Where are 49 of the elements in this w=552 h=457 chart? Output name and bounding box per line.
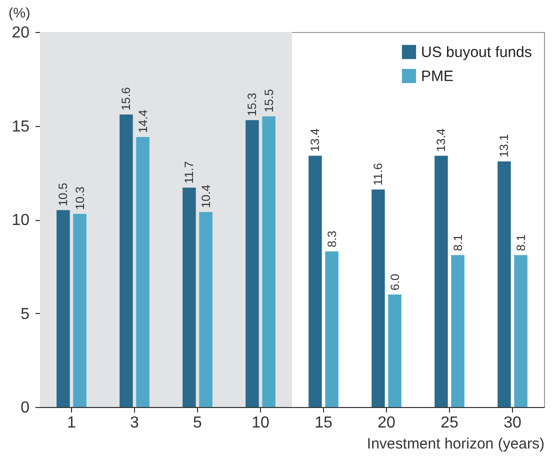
data-label: 13.4 [434,128,448,152]
bar [73,214,86,407]
legend-label: US buyout funds [421,44,532,61]
data-label: 10.4 [198,184,213,208]
y-tick-label: 0 [20,400,30,416]
bar [498,161,511,407]
y-tick-label: 5 [20,306,30,323]
data-label: 11.7 [182,160,196,184]
data-label: 15.3 [245,92,260,116]
x-tick-label: 25 [440,414,458,432]
legend-label: PME [421,68,454,85]
y-tick-label: 10 [12,212,30,229]
x-tick-label: 30 [504,414,522,432]
x-tick-label: 1 [67,414,76,432]
y-tick-label: 20 [12,24,30,42]
data-label: 8.3 [324,230,339,248]
data-label: 10.3 [72,186,87,210]
bar [246,120,259,407]
data-label: 13.4 [308,128,322,152]
bar [451,255,464,407]
x-axis-title: Investment horizon (years) [366,436,544,452]
data-label: 8.1 [450,234,465,252]
x-tick-label: 20 [378,414,396,432]
bar [182,188,196,407]
bar [199,212,212,407]
data-label: 15.6 [119,86,134,110]
bar [514,255,528,407]
data-label: 6.0 [388,273,402,290]
data-label: 13.1 [497,134,512,158]
data-label: 14.4 [136,109,150,133]
data-label: 15.5 [262,88,276,112]
bar [434,156,448,407]
x-tick-label: 10 [252,414,270,432]
bar [325,251,338,407]
bar [56,210,70,407]
bar [136,137,150,407]
x-tick-label: 3 [130,414,140,432]
bar [388,294,402,407]
x-tick-label: 15 [314,414,332,432]
y-axis-title: (%) [8,4,30,20]
bar [262,116,276,407]
data-label: 10.5 [56,182,70,206]
bar [308,156,322,407]
y-tick-label: 15 [12,118,30,136]
data-label: 11.6 [371,162,386,186]
x-tick-label: 5 [193,414,202,432]
bar [120,114,133,407]
data-label: 8.1 [514,234,528,252]
bar [372,190,385,407]
